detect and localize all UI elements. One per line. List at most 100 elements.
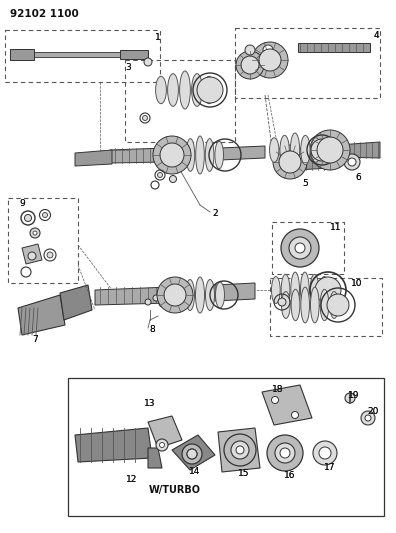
Circle shape [272,397,278,403]
Circle shape [315,277,341,303]
Circle shape [187,449,197,459]
Circle shape [289,237,311,259]
Polygon shape [148,448,162,468]
Polygon shape [22,244,42,264]
Circle shape [310,130,350,170]
Ellipse shape [175,282,185,308]
Circle shape [245,45,255,55]
Polygon shape [215,283,255,301]
Circle shape [252,42,288,78]
Circle shape [160,442,164,448]
Text: 8: 8 [149,326,155,335]
Text: 1: 1 [155,34,161,43]
Text: 12: 12 [126,475,138,484]
Circle shape [236,51,264,79]
Text: 13: 13 [144,399,156,408]
Circle shape [182,444,202,464]
Circle shape [153,295,159,301]
Circle shape [164,284,186,306]
Polygon shape [75,150,112,166]
Circle shape [236,446,244,454]
Ellipse shape [272,277,280,303]
Text: 3: 3 [125,62,131,71]
Text: 20: 20 [367,408,379,416]
Polygon shape [18,295,65,335]
Polygon shape [10,52,148,57]
Polygon shape [262,385,312,425]
Polygon shape [298,43,370,52]
Text: 17: 17 [324,464,336,472]
Circle shape [313,441,337,465]
Circle shape [30,228,40,238]
Circle shape [345,393,355,403]
Circle shape [158,173,162,177]
Text: 7: 7 [32,335,38,344]
Text: 11: 11 [330,223,342,232]
Polygon shape [60,285,92,320]
Ellipse shape [310,274,319,305]
Circle shape [280,448,290,458]
Text: 14: 14 [189,466,201,475]
Text: 16: 16 [284,471,296,480]
Text: 9: 9 [19,198,25,207]
Circle shape [187,449,197,459]
Text: 19: 19 [348,392,360,400]
Text: 6: 6 [355,173,361,182]
Text: 12: 12 [126,475,138,484]
Circle shape [33,231,37,235]
Text: 18: 18 [272,385,284,394]
Circle shape [273,145,307,179]
Circle shape [259,49,281,71]
Ellipse shape [192,74,202,107]
Circle shape [156,439,168,451]
Ellipse shape [156,76,166,104]
Circle shape [47,252,53,258]
Ellipse shape [282,292,290,318]
Text: 17: 17 [324,464,336,472]
Circle shape [291,411,299,418]
Circle shape [319,447,331,459]
Text: 18: 18 [272,385,284,394]
Ellipse shape [320,289,329,321]
Ellipse shape [281,274,290,305]
Ellipse shape [196,277,204,313]
Circle shape [344,154,360,170]
Circle shape [143,116,147,120]
Polygon shape [10,49,34,60]
Circle shape [25,214,32,222]
Text: 2: 2 [212,208,218,217]
Circle shape [267,435,303,471]
Text: 15: 15 [238,470,250,479]
Ellipse shape [180,71,190,109]
Polygon shape [95,287,170,305]
Text: 9: 9 [19,198,25,207]
Ellipse shape [280,135,289,165]
Ellipse shape [196,136,204,174]
Circle shape [241,56,259,74]
Text: 5: 5 [302,179,308,188]
Polygon shape [110,148,165,163]
Polygon shape [297,155,330,170]
Circle shape [144,58,152,66]
Circle shape [263,45,273,55]
Circle shape [311,139,333,161]
Polygon shape [172,435,215,470]
Text: 1: 1 [155,34,161,43]
Circle shape [295,243,305,253]
Polygon shape [75,428,152,462]
Text: 19: 19 [348,392,360,400]
Text: W/TURBO: W/TURBO [149,485,201,495]
Text: 16: 16 [284,471,296,480]
Ellipse shape [177,141,185,168]
Ellipse shape [301,287,310,323]
Polygon shape [120,50,148,59]
Circle shape [42,213,48,217]
Ellipse shape [320,277,329,303]
Text: 8: 8 [149,326,155,335]
Ellipse shape [215,282,225,308]
Circle shape [361,411,375,425]
Text: 5: 5 [302,179,308,188]
Ellipse shape [311,138,320,162]
Circle shape [279,151,301,173]
Circle shape [145,299,151,305]
